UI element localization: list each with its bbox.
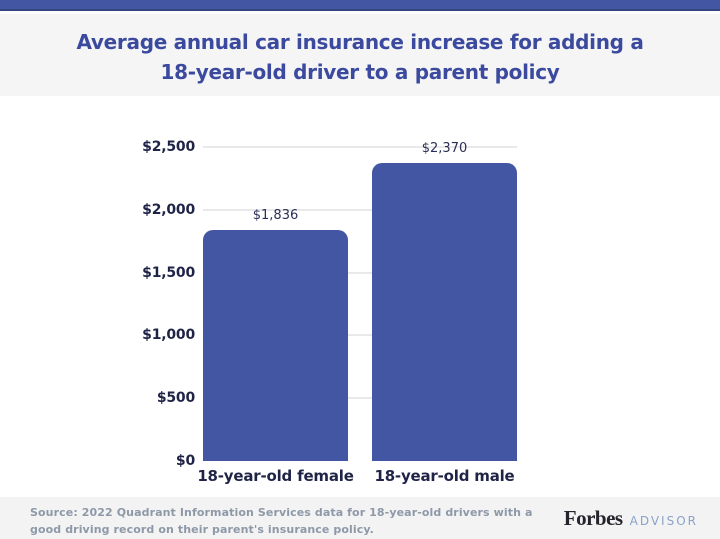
top-accent-bar — [0, 0, 720, 11]
chart-title-line2: 18-year-old driver to a parent policy — [160, 60, 560, 84]
bar-value-label: $2,370 — [421, 141, 468, 157]
chart-title-line1: Average annual car insurance increase fo… — [76, 30, 644, 54]
y-axis-tick-label: $1,000 — [142, 327, 195, 344]
advisor-wordmark: ADVISOR — [629, 514, 698, 528]
y-axis-tick-label: $2,000 — [142, 201, 195, 218]
bar-18-year-old-male — [372, 163, 517, 461]
source-note: Source: 2022 Quadrant Information Servic… — [30, 504, 533, 538]
forbes-wordmark: Forbes — [563, 506, 623, 530]
x-axis-label: 18-year-old male — [374, 467, 515, 485]
chart-title: Average annual car insurance increase fo… — [0, 27, 720, 87]
gridline — [203, 334, 517, 337]
gridline — [203, 271, 517, 274]
chart-header: Average annual car insurance increase fo… — [0, 14, 720, 96]
footer: Source: 2022 Quadrant Information Servic… — [0, 497, 720, 539]
gridline — [203, 397, 517, 400]
source-note-line1: Source: 2022 Quadrant Information Servic… — [30, 506, 533, 519]
plot-area: $1,836 18-year-old female $2,370 18-year-ol… — [197, 141, 517, 485]
y-axis-tick-label: $500 — [156, 390, 195, 407]
bar-18-year-old-female — [203, 230, 348, 461]
y-axis-tick-label: $2,500 — [142, 139, 195, 155]
y-axis-tick-label: $0 — [175, 453, 195, 469]
source-note-line2: good driving record on their parent's in… — [30, 523, 374, 536]
x-axis-label: 18-year-old female — [197, 467, 354, 485]
forbes-advisor-logo: Forbes ADVISOR — [564, 506, 698, 531]
gridline — [203, 208, 517, 211]
y-axis-tick-label: $1,500 — [142, 264, 195, 281]
gridline — [203, 146, 517, 148]
y-axis: $0 $500 $1,000 $1,500 $2,000 $2,500 — [90, 139, 195, 469]
bar-value-label: $1,836 — [252, 208, 299, 224]
